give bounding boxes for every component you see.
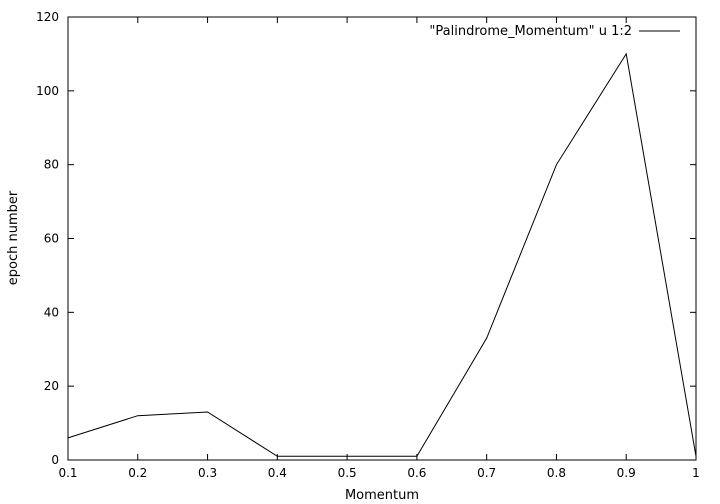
x-tick-label: 0.1 bbox=[58, 466, 77, 480]
y-tick-label: 20 bbox=[44, 379, 59, 393]
x-tick-label: 0.9 bbox=[617, 466, 636, 480]
y-tick-label: 40 bbox=[44, 305, 59, 319]
legend-label: "Palindrome_Momentum" u 1:2 bbox=[429, 24, 632, 39]
x-tick-label: 0.8 bbox=[547, 466, 566, 480]
ticks-layer: 0.1 0.2 0.3 0.4 0.5 0.6 0.7 0.8 0.9 1 0 20 40 60 80 100… bbox=[36, 10, 700, 480]
series-line bbox=[67, 52, 697, 457]
y-tick-label: 120 bbox=[36, 10, 59, 24]
x-tick-label: 0.3 bbox=[198, 466, 217, 480]
y-axis-title: epoch number bbox=[6, 190, 21, 285]
y-tick-label: 80 bbox=[44, 158, 59, 172]
x-tick-label: 0.7 bbox=[477, 466, 496, 480]
y-tick-label: 60 bbox=[44, 232, 59, 246]
series-layer bbox=[67, 52, 697, 457]
x-tick-label: 0.5 bbox=[338, 466, 357, 480]
x-tick-label: 1 bbox=[692, 466, 700, 480]
x-tick-label: 0.2 bbox=[128, 466, 147, 480]
x-axis-title: Momentum bbox=[345, 488, 419, 503]
legend: "Palindrome_Momentum" u 1:2 bbox=[429, 24, 680, 39]
x-tick-label: 0.6 bbox=[407, 466, 426, 480]
plot-frame bbox=[67, 16, 697, 461]
y-tick-label: 0 bbox=[51, 453, 59, 467]
x-tick-label: 0.4 bbox=[268, 466, 287, 480]
y-tick-label: 100 bbox=[36, 84, 59, 98]
